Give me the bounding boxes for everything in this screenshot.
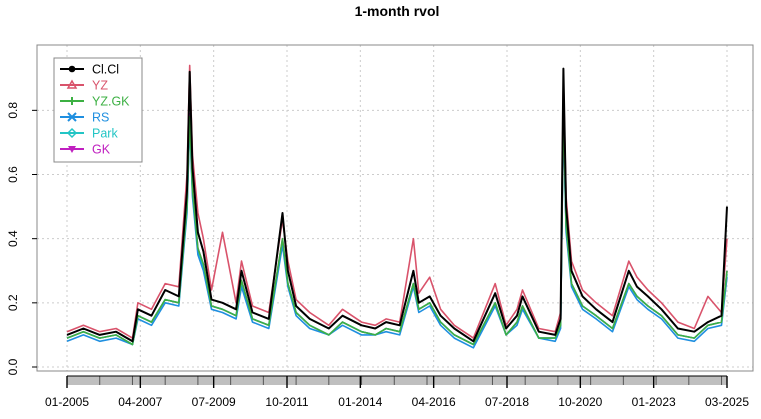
chart-title: 1-month rvol xyxy=(355,3,440,19)
x-tick-label: 07-2018 xyxy=(485,395,529,409)
y-tick-label: 0.2 xyxy=(6,294,20,311)
legend-label: YZ xyxy=(92,79,108,93)
legend-box xyxy=(53,57,143,163)
x-tick-label: 04-2016 xyxy=(412,395,456,409)
legend-label: Cl.Cl xyxy=(92,63,119,77)
x-tick-label: 01-2005 xyxy=(45,395,89,409)
legend-marker xyxy=(67,112,77,122)
y-tick-label: 0.4 xyxy=(6,230,20,247)
x-tick-label: 10-2011 xyxy=(265,395,308,409)
plot-frame xyxy=(36,44,754,372)
x-axis-band xyxy=(67,376,727,385)
x-tick-label: 01-2023 xyxy=(632,395,676,409)
legend-marker xyxy=(66,79,78,89)
legend: Cl.Cl YZ YZ.GK RS Park GK xyxy=(53,57,143,163)
x-tick-label: 01-2014 xyxy=(338,395,382,409)
legend-label: GK xyxy=(92,143,111,157)
x-tick-label: 04-2007 xyxy=(118,395,162,409)
legend-marker xyxy=(68,97,76,105)
legend-marker xyxy=(66,127,78,139)
legend-marker xyxy=(68,65,76,73)
series-layer xyxy=(66,64,728,349)
legend-label: Park xyxy=(92,127,118,141)
y-tick-label: 0.6 xyxy=(6,166,20,183)
series-line-cl-cl xyxy=(66,67,728,343)
legend-label: RS xyxy=(92,111,109,125)
legend-marker xyxy=(68,146,76,153)
x-axis: 01-2005 04-2007 07-2009 10-2011 01-2014 04-20… xyxy=(45,375,749,409)
x-tick-label: 10-2020 xyxy=(558,395,602,409)
y-tick-label: 0.8 xyxy=(6,102,20,119)
x-tick-label: 03-2025 xyxy=(705,395,749,409)
y-tick-label: 0.0 xyxy=(6,358,20,375)
legend-label: YZ.GK xyxy=(92,95,130,109)
y-axis: 0.0 0.2 0.4 0.6 0.8 xyxy=(6,102,37,375)
x-tick-label: 07-2009 xyxy=(192,395,236,409)
